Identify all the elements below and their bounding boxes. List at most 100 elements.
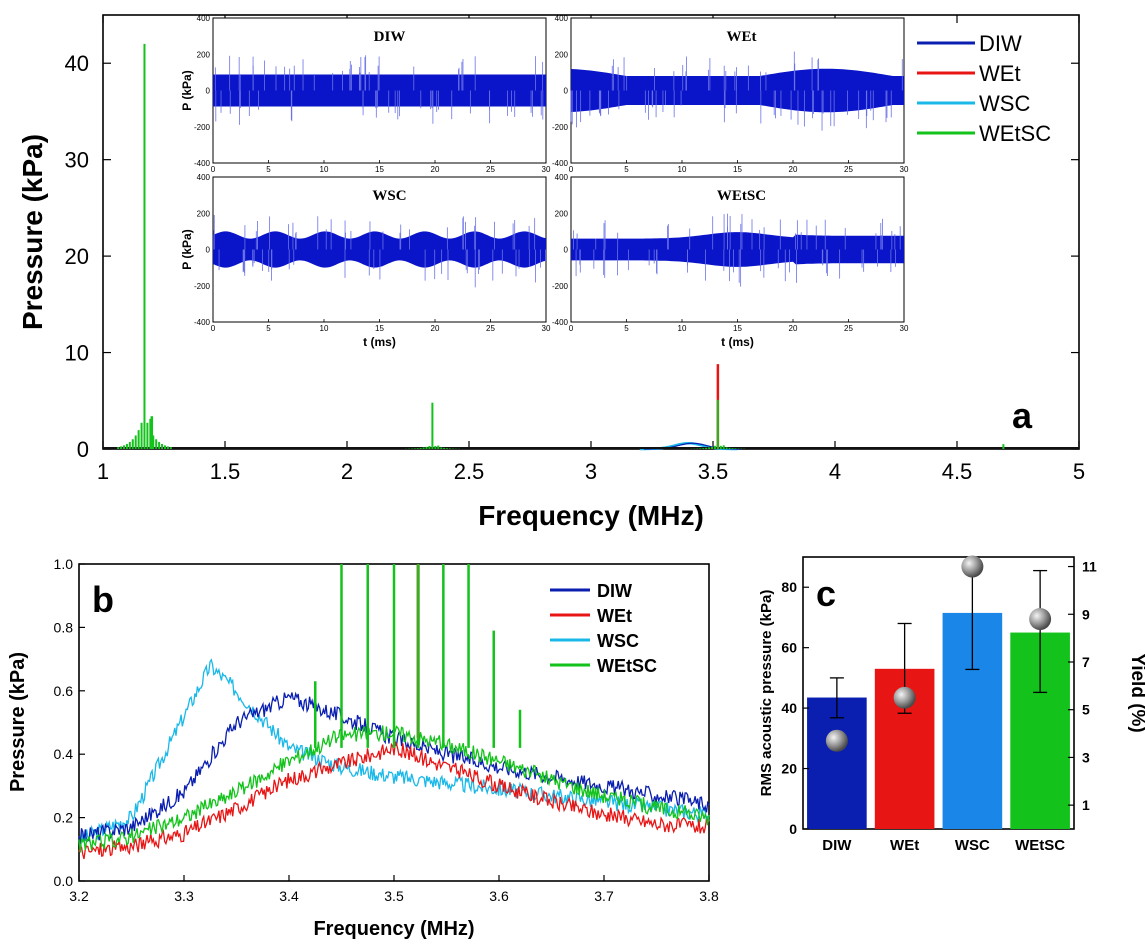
panel-a-inset-xtick: 20 xyxy=(789,165,798,174)
panel-c-ytick-label: 20 xyxy=(781,761,797,777)
panel-b-xtick-label: 3.8 xyxy=(699,888,719,904)
panel-b-chart: 3.2 3.3 3.4 3.5 3.6 3.7 3.8 0.0 0.2 0.4 0.6 0.8 1.0… xyxy=(7,556,719,940)
panel-c-ylabel: RMS acoustic pressure (kPa) xyxy=(758,590,775,797)
panel-a-letter: a xyxy=(1012,395,1033,436)
panel-a-inset-ytick: 400 xyxy=(555,14,569,23)
panel-a-inset-xtick: 10 xyxy=(320,165,329,174)
panel-a-inset-ytick: 400 xyxy=(555,173,569,182)
panel-a-inset-ytick: 0 xyxy=(206,87,211,96)
panel-a-inset-xtick: 20 xyxy=(431,324,440,333)
panel-a-inset-xtick: 30 xyxy=(900,165,909,174)
panel-a-legend-label-WSC: WSC xyxy=(979,91,1030,116)
panel-b-ytick-label: 0.4 xyxy=(54,746,74,762)
panel-a-inset-xtick: 5 xyxy=(266,324,271,333)
panel-a-inset-xtick: 0 xyxy=(211,165,216,174)
panel-a-inset-ytick: 200 xyxy=(555,209,569,218)
panel-a-inset-ytick: 0 xyxy=(206,246,211,255)
panel-c-yield-marker xyxy=(825,729,848,752)
panel-a-xtick-label: 3.5 xyxy=(698,459,729,484)
panel-c-y2tick-label: 11 xyxy=(1082,559,1097,575)
panel-c-letter: c xyxy=(816,573,836,614)
panel-a-inset-xtick: 15 xyxy=(733,165,742,174)
panel-a-inset-ylabel: P (kPa) xyxy=(180,229,194,269)
panel-c-y2tick-label: 5 xyxy=(1082,702,1090,718)
panel-a-inset-ylabel: P (kPa) xyxy=(180,70,194,110)
panel-a-inset-title: DIW xyxy=(374,29,406,45)
panel-a-ylabel: Pressure (kPa) xyxy=(17,134,48,330)
panel-a-xtick-label: 1 xyxy=(97,459,109,484)
panel-a-ytick-label: 30 xyxy=(65,148,89,173)
panel-a-inset-ytick: 400 xyxy=(197,173,211,182)
panel-a-inset-ytick: -200 xyxy=(194,123,211,132)
panel-c-y2tick-label: 3 xyxy=(1082,749,1090,765)
panel-c-y2tick-label: 9 xyxy=(1082,606,1090,622)
panel-a-inset-xtick: 15 xyxy=(733,324,742,333)
panel-a-xlabel: Frequency (MHz) xyxy=(478,500,704,531)
panel-b-xtick-label: 3.3 xyxy=(174,888,194,904)
panel-b-legend-label-DIW: DIW xyxy=(597,581,632,601)
panel-a-inset-xtick: 5 xyxy=(624,165,629,174)
panel-a-ytick-label: 0 xyxy=(77,437,89,462)
panel-a-inset-xtick: 15 xyxy=(375,165,384,174)
panel-a-inset-xtick: 30 xyxy=(542,324,551,333)
panel-a-ytick-label: 20 xyxy=(65,244,89,269)
panel-a-inset-xtick: 30 xyxy=(900,324,909,333)
panel-a-inset-ytick: -400 xyxy=(552,318,569,327)
panel-a-chart: 1 1.5 2 2.5 3 3.5 4 4.5 5 0 10 20 30 40 Frequency (M… xyxy=(17,14,1085,531)
panel-a-ytick-label: 10 xyxy=(65,341,89,366)
panel-b-letter: b xyxy=(92,579,114,620)
panel-a-legend-label-WEtSC: WEtSC xyxy=(979,121,1051,146)
panel-a-inset-ytick: -400 xyxy=(194,318,211,327)
panel-a-inset-ytick: -200 xyxy=(194,282,211,291)
panel-c-yield-marker xyxy=(961,555,984,578)
panel-a-inset-xtick: 10 xyxy=(678,165,687,174)
panel-a-xtick-label: 5 xyxy=(1073,459,1085,484)
panel-a-inset-xtick: 25 xyxy=(486,324,495,333)
panel-a-inset-ytick: -400 xyxy=(194,159,211,168)
panel-a-inset-ytick: -200 xyxy=(552,282,569,291)
panel-a-inset-xtick: 5 xyxy=(266,165,271,174)
panel-a-inset-xtick: 0 xyxy=(569,324,574,333)
panel-b-ytick-label: 1.0 xyxy=(54,556,74,572)
panel-a-xtick-label: 4.5 xyxy=(942,459,973,484)
panel-a-inset-ytick: 200 xyxy=(197,50,211,59)
panel-a-inset-xtick: 0 xyxy=(211,324,216,333)
panel-a-inset-xlabel: t (ms) xyxy=(363,335,396,349)
panel-a-xtick-label: 2.5 xyxy=(454,459,485,484)
panel-b-series-WEt xyxy=(78,739,710,860)
panel-a-legend: DIW WEt WSC WEtSC xyxy=(917,31,1051,146)
panel-b-legend-label-WEt: WEt xyxy=(597,606,632,626)
panel-a-inset-ytick: 0 xyxy=(564,246,569,255)
panel-a-inset-xtick: 10 xyxy=(320,324,329,333)
panel-b-legend: DIW WEt WSC WEtSC xyxy=(550,581,657,676)
panel-c-category-label: WSC xyxy=(955,837,990,854)
panel-a-inset-ytick: 400 xyxy=(197,14,211,23)
panel-a-legend-label-DIW: DIW xyxy=(979,31,1022,56)
panel-a-inset-title: WEtSC xyxy=(717,188,766,204)
panel-c-ytick-label: 80 xyxy=(781,579,797,595)
panel-c-y2tick-label: 7 xyxy=(1082,654,1090,670)
panel-b-xtick-label: 3.5 xyxy=(384,888,404,904)
panel-a-inset-ytick: 200 xyxy=(197,209,211,218)
panel-b-ytick-label: 0.0 xyxy=(54,873,74,889)
panel-c-y2label: Yield (%) xyxy=(1127,653,1145,733)
panel-c-category-label: WEt xyxy=(890,837,919,854)
panel-b-legend-label-WEtSC: WEtSC xyxy=(597,656,657,676)
panel-c-ytick-label: 60 xyxy=(781,640,797,656)
panel-a-inset-ytick: -400 xyxy=(552,159,569,168)
panel-b-ytick-label: 0.6 xyxy=(54,683,74,699)
panel-a-inset-xtick: 30 xyxy=(542,165,551,174)
panel-a-inset-xtick: 25 xyxy=(844,324,853,333)
panel-a-inset-title: WSC xyxy=(372,188,406,204)
panel-a-inset-ytick: 200 xyxy=(555,50,569,59)
panel-c-yield-marker xyxy=(1029,608,1052,631)
panel-c-ytick-label: 0 xyxy=(789,821,797,837)
panel-a-inset-xtick: 5 xyxy=(624,324,629,333)
panel-b-xtick-label: 3.6 xyxy=(489,888,509,904)
panel-b-xtick-label: 3.4 xyxy=(279,888,299,904)
panel-b-xtick-label: 3.2 xyxy=(69,888,89,904)
